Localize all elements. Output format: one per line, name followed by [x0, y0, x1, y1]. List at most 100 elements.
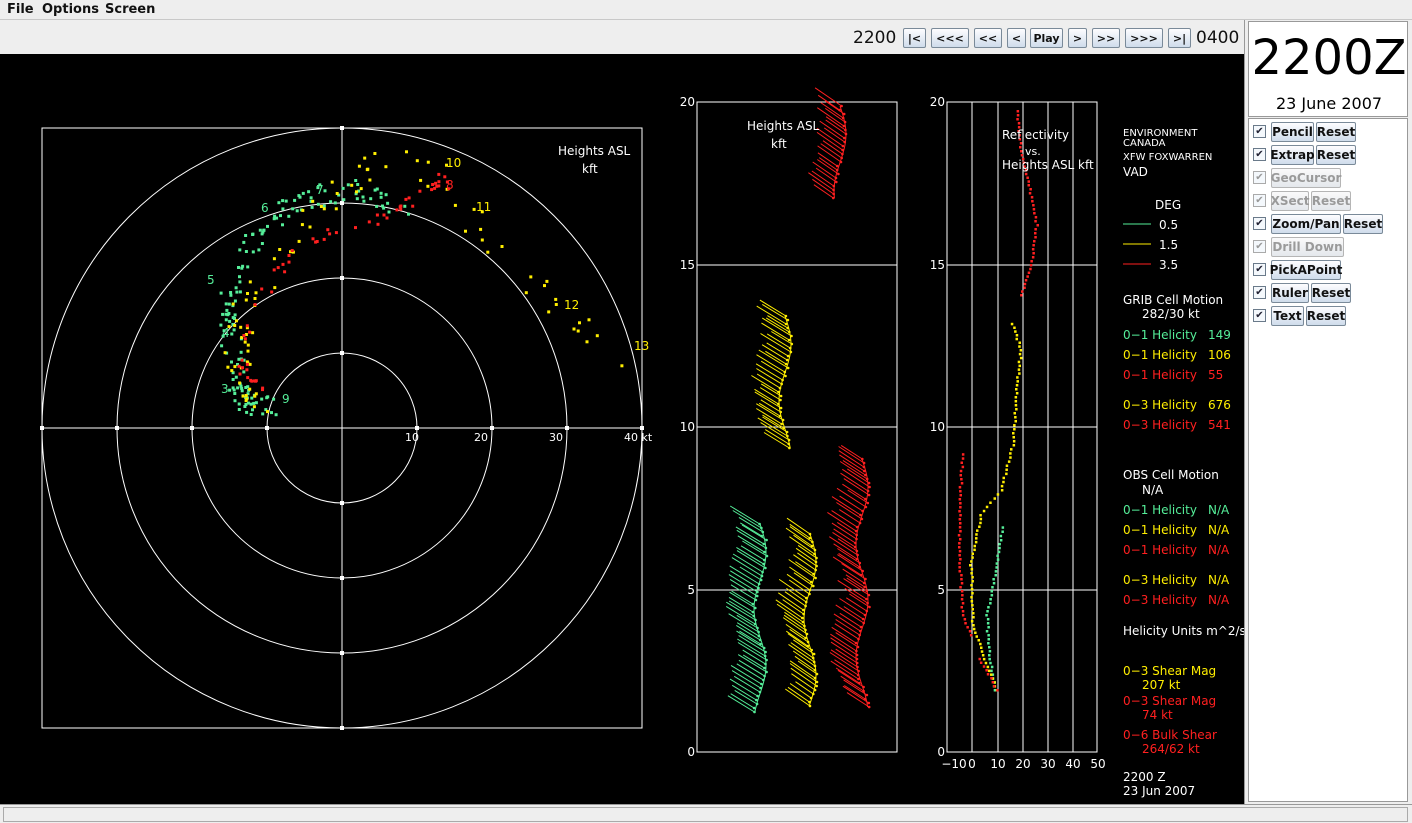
reset-button[interactable]: Reset [1311, 283, 1351, 303]
tool-checkbox[interactable]: ✔ [1253, 286, 1266, 299]
tool-button-text[interactable]: Text [1271, 306, 1304, 326]
wind-barb [825, 119, 847, 135]
barb-profile-line [753, 523, 767, 713]
tool-button-drilldown[interactable]: Drill Down [1271, 237, 1344, 257]
hodograph-point [252, 401, 256, 405]
hodograph-point [238, 275, 241, 279]
wind-barb-point [855, 525, 859, 529]
hodograph-point [453, 203, 457, 207]
tool-button-zoompan[interactable]: Zoom/Pan [1271, 214, 1341, 234]
wind-barb [833, 528, 856, 544]
barb-profile-line [855, 458, 869, 708]
reset-button[interactable]: Reset [1343, 214, 1383, 234]
hodograph-point [234, 286, 238, 290]
wind-barb [782, 617, 808, 635]
reflectivity-point [1001, 530, 1004, 533]
hodograph-point [244, 403, 248, 406]
reflectivity-point [958, 554, 961, 557]
wind-barb [778, 592, 804, 611]
reflectivity-point [961, 594, 964, 597]
wind-barb [842, 468, 870, 488]
step-back-button[interactable]: < [1007, 28, 1026, 48]
reflectivity-point [985, 669, 988, 672]
wind-barb [737, 642, 767, 661]
tool-checkbox[interactable]: ✔ [1253, 125, 1266, 138]
wind-barb-point [751, 610, 755, 614]
hodograph-point [224, 302, 228, 306]
reflectivity-point [1014, 330, 1017, 333]
reflectivity-point [1023, 165, 1026, 168]
reset-button[interactable]: Reset [1311, 191, 1351, 211]
wind-barb [843, 679, 868, 696]
reflectivity-point [1010, 322, 1014, 326]
wind-barb [841, 563, 866, 580]
wind-barb [835, 604, 864, 624]
barb-panel-title: Heights ASL [747, 119, 820, 133]
tool-button-pickapoint[interactable]: PickAPoint [1270, 260, 1342, 280]
tool-button-ruler[interactable]: Ruler [1271, 283, 1309, 303]
step-forward-2-button[interactable]: >> [1092, 28, 1120, 48]
refl-x-tick-20: 20 [1015, 757, 1030, 771]
tool-button-xsect[interactable]: XSect [1271, 191, 1309, 211]
radar-display[interactable]: 10 20 30 40 kt Heights ASL kft 3 4 5 6 7… [0, 54, 1263, 804]
menu-file[interactable]: File [7, 2, 34, 17]
reflectivity-point [959, 502, 962, 505]
wind-barb [726, 601, 756, 621]
hodograph-point [252, 405, 256, 409]
wind-barb [839, 598, 866, 616]
wind-barb-point [865, 693, 869, 697]
hodograph-point [251, 331, 255, 335]
wind-barb [765, 429, 790, 445]
wind-barb [788, 643, 815, 663]
wind-barb [727, 695, 755, 713]
tool-checkbox[interactable]: ✔ [1253, 240, 1266, 253]
hodograph-point [239, 350, 243, 354]
vad-graphics[interactable]: 10 20 30 40 kt Heights ASL kft 3 4 5 6 7… [0, 54, 1263, 804]
last-frame-button[interactable]: >| [1168, 28, 1191, 48]
tool-checkbox[interactable]: ✔ [1253, 217, 1266, 230]
wind-barb-profile[interactable]: 0 5 10 15 20 Heights ASL kft [680, 87, 898, 759]
hodograph-point [382, 213, 386, 217]
hodograph-point [231, 323, 235, 326]
first-frame-button[interactable]: |< [903, 28, 926, 48]
helicity-label: 0−1 Helicity [1123, 543, 1197, 557]
reset-button[interactable]: Reset [1316, 122, 1356, 142]
step-forward-3-button[interactable]: >>> [1125, 28, 1163, 48]
wind-barb [835, 648, 858, 664]
reset-button[interactable]: Reset [1306, 306, 1346, 326]
menu-options[interactable]: Options [42, 2, 99, 17]
ring-tick [640, 426, 644, 430]
step-back-3-button[interactable]: <<< [931, 28, 969, 48]
tool-button-extrap[interactable]: Extrap [1270, 145, 1315, 165]
tool-checkbox[interactable]: ✔ [1253, 171, 1266, 184]
tool-button-geocursor[interactable]: GeoCursor [1271, 168, 1341, 188]
wind-barb-point [808, 536, 812, 540]
step-forward-button[interactable]: > [1068, 28, 1087, 48]
hodograph-point [315, 240, 319, 243]
wind-barb [829, 536, 858, 556]
tool-checkbox[interactable]: ✔ [1253, 263, 1266, 276]
hodograph[interactable]: 10 20 30 40 kt Heights ASL kft 3 4 5 6 7… [40, 126, 653, 730]
tool-button-pencil[interactable]: Pencil [1271, 122, 1314, 142]
play-button[interactable]: Play [1030, 28, 1063, 48]
wind-barb [776, 603, 804, 623]
menu-screen[interactable]: Screen [105, 2, 156, 17]
refl-y-tick-20: 20 [930, 95, 945, 109]
wind-barb-point [864, 497, 867, 501]
refl-title-line3: Heights ASL kft [1002, 158, 1094, 172]
step-back-2-button[interactable]: << [974, 28, 1002, 48]
reflectivity-point [971, 580, 974, 583]
tool-checkbox[interactable]: ✔ [1253, 194, 1266, 207]
tool-checkbox[interactable]: ✔ [1253, 148, 1266, 161]
wind-barb [737, 654, 767, 673]
reflectivity-point [968, 630, 972, 633]
hodograph-point [595, 334, 599, 338]
tool-checkbox[interactable]: ✔ [1253, 309, 1266, 322]
helicity-label: 0−1 Helicity [1123, 503, 1197, 517]
reflectivity-profile[interactable]: 0 5 10 15 20 −10 0 10 20 30 40 50 Reflec… [930, 95, 1106, 771]
shear-value: 264/62 kt [1142, 742, 1200, 756]
hodograph-point [241, 366, 244, 370]
reset-button[interactable]: Reset [1316, 145, 1356, 165]
ring-label-40: 40 kt [624, 431, 653, 444]
shear-label: 0−3 Shear Mag [1123, 694, 1216, 708]
